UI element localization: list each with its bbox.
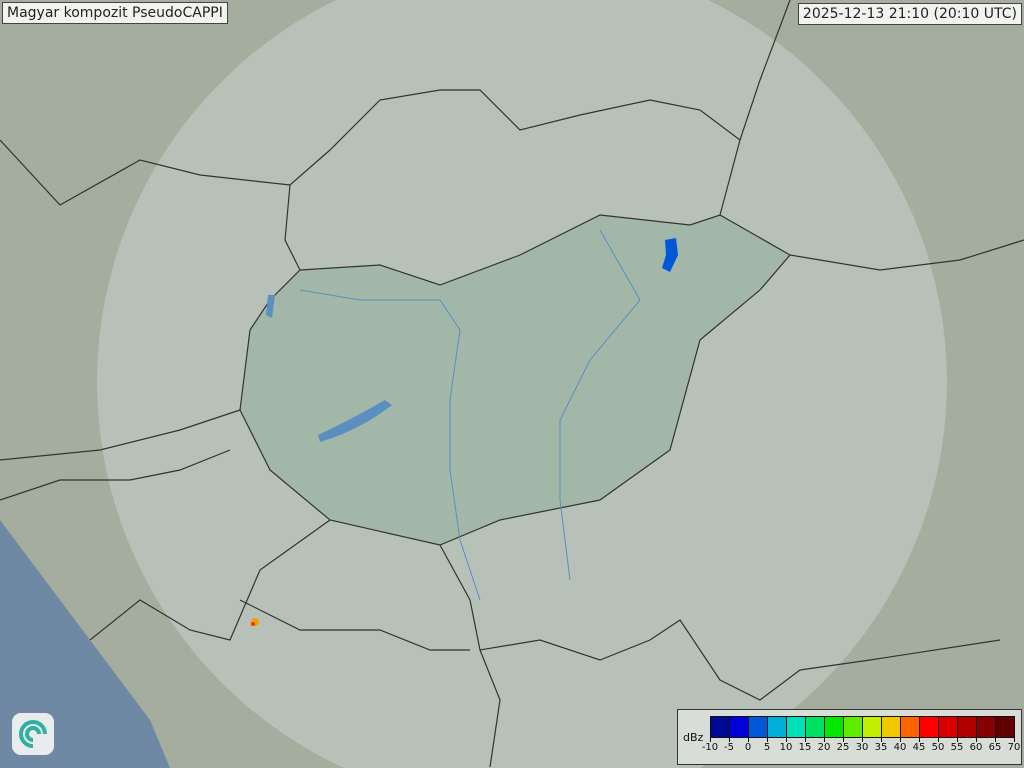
- map-title: Magyar kompozit PseudoCAPPI: [2, 2, 228, 24]
- legend-colorbar: [710, 716, 1015, 738]
- legend-tick-label: 25: [836, 742, 850, 753]
- legend-tick: [786, 737, 787, 742]
- legend-color-swatch: [939, 717, 958, 737]
- legend-tick: [919, 737, 920, 742]
- legend-tick-label: 20: [817, 742, 831, 753]
- lake-neusiedl: [266, 295, 275, 318]
- legend-tick: [976, 737, 977, 742]
- legend-tick-label: 50: [931, 742, 945, 753]
- legend-tick-label: 15: [798, 742, 812, 753]
- legend-color-swatch: [996, 717, 1014, 737]
- legend-tick: [881, 737, 882, 742]
- legend-tick-label: 55: [950, 742, 964, 753]
- legend-tick: [1014, 737, 1015, 742]
- timestamp: 2025-12-13 21:10 (20:10 UTC): [797, 3, 1022, 25]
- legend-tick: [862, 737, 863, 742]
- legend-tick: [938, 737, 939, 742]
- legend-color-swatch: [863, 717, 882, 737]
- legend-tick-label: 10: [779, 742, 793, 753]
- legend-tick: [710, 737, 711, 742]
- legend-tick: [729, 737, 730, 742]
- legend-tick: [957, 737, 958, 742]
- radar-echo-core: [251, 622, 255, 626]
- legend-tick-label: 35: [874, 742, 888, 753]
- legend-color-swatch: [711, 717, 730, 737]
- legend-color-swatch: [920, 717, 939, 737]
- adriatic-sea: [0, 520, 170, 768]
- legend-color-swatch: [977, 717, 996, 737]
- legend-tick-label: -5: [724, 742, 734, 753]
- legend-tick: [995, 737, 996, 742]
- legend-tick: [900, 737, 901, 742]
- legend-tick: [767, 737, 768, 742]
- legend-tick-label: -10: [701, 742, 719, 753]
- legend-tick-label: 45: [912, 742, 926, 753]
- legend-tick: [805, 737, 806, 742]
- legend-color-swatch: [749, 717, 768, 737]
- legend-color-swatch: [825, 717, 844, 737]
- swirl-logo-icon: [12, 713, 54, 755]
- legend-tick-label: 30: [855, 742, 869, 753]
- legend-color-swatch: [806, 717, 825, 737]
- rivers: [299, 229, 641, 601]
- legend-color-swatch: [901, 717, 920, 737]
- legend-tick-label: 0: [744, 742, 752, 753]
- legend-color-swatch: [768, 717, 787, 737]
- legend-color-swatch: [882, 717, 901, 737]
- radar-echo-northeast: [662, 238, 678, 272]
- legend-tick: [824, 737, 825, 742]
- legend-tick-label: 60: [969, 742, 983, 753]
- legend-tick-label: 5: [763, 742, 771, 753]
- legend-tick: [843, 737, 844, 742]
- legend-color-swatch: [958, 717, 977, 737]
- legend-color-swatch: [787, 717, 806, 737]
- dbz-legend: dBz -10 -5 0 5 10 15 20 25 30 35 40 45 50 55 60 65 70: [677, 709, 1022, 765]
- legend-color-swatch: [730, 717, 749, 737]
- legend-unit: dBz: [683, 731, 704, 744]
- lake-balaton: [318, 400, 392, 442]
- legend-color-swatch: [844, 717, 863, 737]
- legend-tick-label: 40: [893, 742, 907, 753]
- legend-tick-label: 70: [1007, 742, 1021, 753]
- legend-tick-label: 65: [988, 742, 1002, 753]
- legend-tick: [748, 737, 749, 742]
